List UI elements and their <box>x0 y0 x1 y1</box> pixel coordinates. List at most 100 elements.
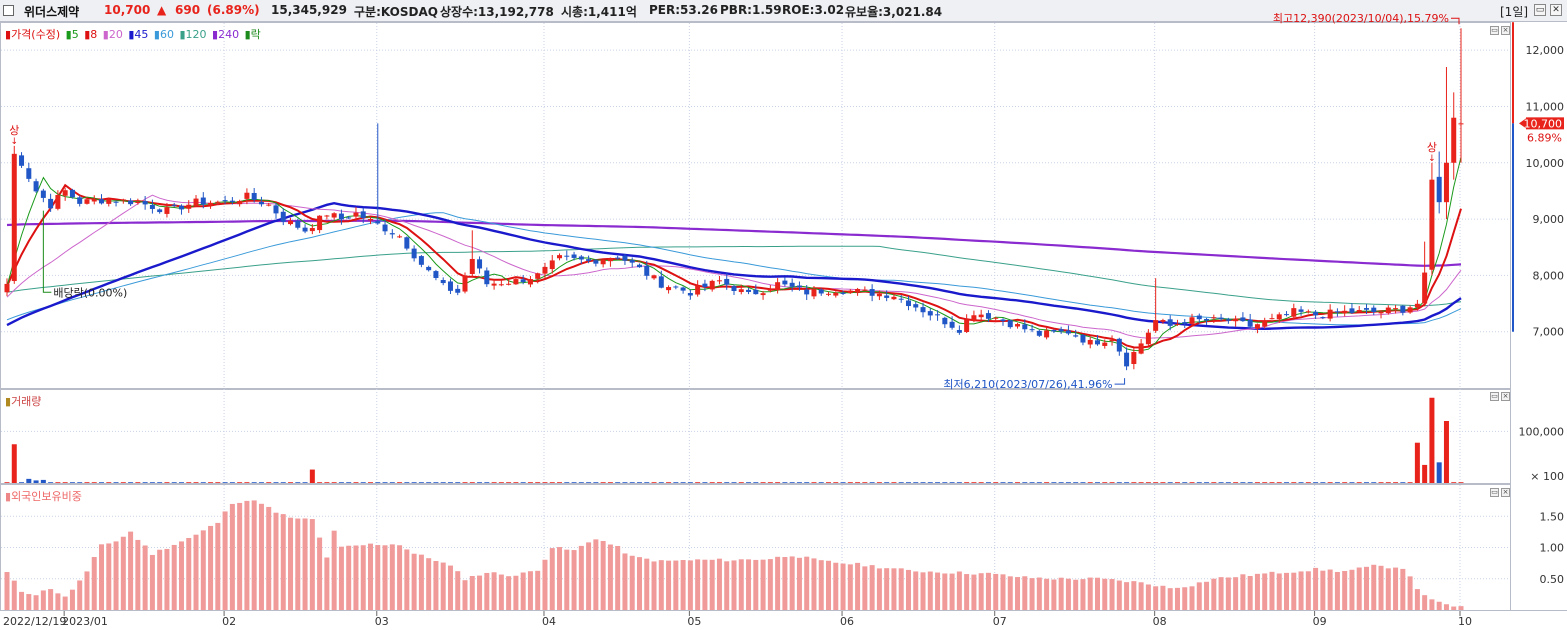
volume-bar <box>1407 482 1413 483</box>
volume-bar <box>200 482 206 483</box>
volume-unit-label: × 100 <box>1530 470 1564 483</box>
restore-icon[interactable]: ▭ <box>1534 4 1546 16</box>
legend-price[interactable]: ▮가격(수정) <box>5 28 61 41</box>
foreign-ratio-bar <box>586 542 592 610</box>
foreign-ratio-bar <box>891 568 897 610</box>
foreign-ratio-bar <box>920 572 926 610</box>
legend-ma20[interactable]: ▮20 <box>102 28 123 41</box>
candle-body <box>760 293 766 296</box>
volume-bar <box>905 482 911 483</box>
foreign-panel-close-icon[interactable]: × <box>1501 488 1510 497</box>
upper-limit-mark-0: 상 <box>9 124 19 137</box>
candle-body <box>942 317 948 325</box>
volume-bar <box>324 482 330 483</box>
period-selector[interactable]: [1일] <box>1500 5 1529 19</box>
foreign-ratio-bar <box>135 539 141 610</box>
volume-bar <box>760 482 766 483</box>
legend-ma120[interactable]: ▮120 <box>179 28 207 41</box>
volume-bar <box>1007 482 1013 483</box>
volume-bar <box>557 482 563 483</box>
foreign-ratio-bar <box>331 530 337 610</box>
foreign-ratio-bar <box>855 562 861 610</box>
legend-ma8[interactable]: ▮8 <box>84 28 98 41</box>
foreign-ratio-bar <box>237 502 243 610</box>
volume-bar <box>927 482 933 483</box>
candle-body <box>1320 317 1326 319</box>
candle-body <box>215 201 221 203</box>
foreign-ratio-bar <box>1422 595 1428 610</box>
volume-bar <box>1291 482 1297 483</box>
volume-bar <box>26 478 32 483</box>
volume-bar <box>1065 482 1071 483</box>
stock-info-bar: 위더스제약 10,700 ▲ 690 (6.89%) 15,345,929 구분… <box>0 0 1567 22</box>
foreign-panel-minimize-icon[interactable]: ▭ <box>1490 488 1499 497</box>
foreign-ratio-bar <box>404 549 410 610</box>
candle-body <box>389 233 395 235</box>
foreign-ratio-bar <box>578 545 584 610</box>
candle-body <box>324 215 330 217</box>
candle-body <box>273 205 279 214</box>
volume-bar <box>128 482 134 483</box>
volume-panel-close-icon[interactable]: × <box>1501 392 1510 401</box>
volume-bar <box>862 482 868 483</box>
volume-bar <box>1363 482 1369 483</box>
candle-body <box>1429 179 1435 270</box>
price-tick-label: 12,000 <box>1526 44 1565 57</box>
foreign-ratio-bar <box>1196 582 1202 610</box>
legend-ma60[interactable]: ▮60 <box>153 28 174 41</box>
foreign-ratio-bar <box>1298 571 1304 610</box>
foreign-ratio-bar <box>273 512 279 610</box>
foreign-ratio-bar <box>1414 589 1420 610</box>
candle-body <box>775 282 781 291</box>
candle-body <box>4 283 10 293</box>
foreign-ratio-bar <box>120 536 126 610</box>
legend-ex-dividend[interactable]: ▮락 <box>244 28 261 41</box>
select-checkbox[interactable] <box>3 5 14 16</box>
close-icon[interactable]: ✕ <box>1550 4 1562 16</box>
ma240-line <box>6 219 1462 267</box>
upper-limit-arrow-icon-1: ↓ <box>1428 154 1436 164</box>
foreign-ratio-bar <box>186 537 192 610</box>
foreign-ratio-bar <box>1305 571 1311 610</box>
foreign-ratio-bar <box>644 558 650 610</box>
candle-body <box>317 215 323 231</box>
foreign-ratio-bar <box>1095 577 1100 610</box>
volume-legend[interactable]: ▮거래량 <box>5 395 42 408</box>
foreign-legend[interactable]: ▮외국인보유비중 <box>5 490 82 503</box>
foreign-ratio-bar <box>1218 577 1224 610</box>
candle-body <box>484 270 490 285</box>
volume-panel-minimize-icon[interactable]: ▭ <box>1490 392 1499 401</box>
foreign-ratio-bar <box>1204 581 1210 610</box>
foreign-ratio-bar <box>506 576 512 610</box>
foreign-ratio-bar <box>985 572 991 610</box>
candle-body <box>11 153 17 282</box>
candle-body <box>673 286 679 288</box>
volume-bar <box>549 482 555 483</box>
candle-body <box>411 248 417 259</box>
candle-body <box>1225 319 1231 321</box>
foreign-ratio-bar <box>557 547 563 610</box>
legend-ma240[interactable]: ▮240 <box>212 28 240 41</box>
ma120-line <box>6 245 1462 307</box>
candle-body <box>120 199 126 201</box>
foreign-ratio-bar <box>280 514 286 610</box>
foreign-ratio-bar <box>1065 578 1071 610</box>
candle-body <box>1095 340 1100 345</box>
legend-ma45[interactable]: ▮45 <box>128 28 149 41</box>
volume-bar <box>1436 462 1442 483</box>
price-change: 690 <box>175 3 201 17</box>
price-panel-minimize-icon[interactable]: ▭ <box>1490 26 1499 35</box>
foreign-ratio-bar <box>993 573 999 610</box>
volume-bar <box>1371 482 1377 483</box>
candle-body <box>1284 314 1290 316</box>
foreign-ratio-bar <box>1116 580 1122 610</box>
candle-body <box>433 271 439 278</box>
candle-body <box>549 260 555 270</box>
foreign-ratio-bar <box>244 500 250 610</box>
foreign-ratio-bar <box>833 562 839 610</box>
price-panel-close-icon[interactable]: × <box>1501 26 1510 35</box>
volume-bar <box>1022 482 1028 483</box>
volume-bar <box>840 482 846 483</box>
legend-ma5[interactable]: ▮5 <box>65 28 79 41</box>
